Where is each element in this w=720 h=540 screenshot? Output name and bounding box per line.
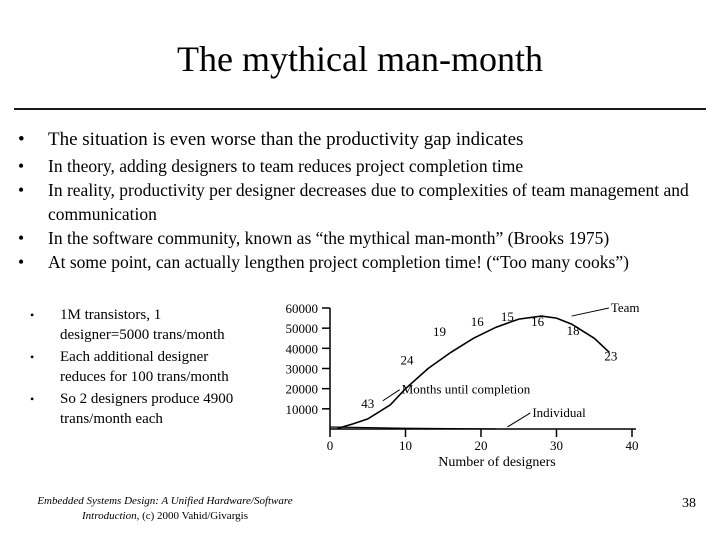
example-bullet-item: 1M transistors, 1 designer=5000 trans/mo…	[30, 306, 252, 345]
annotation-label: Team	[611, 300, 640, 315]
annotation-pointer	[382, 389, 400, 402]
bullet-item: In theory, adding designers to team redu…	[18, 154, 708, 178]
bullet-item: At some point, can actually lengthen pro…	[18, 250, 708, 274]
annotation-pointer	[571, 307, 609, 317]
footer-citation: Embedded Systems Design: A Unified Hardw…	[20, 494, 310, 524]
x-tick-label: 20	[475, 438, 488, 453]
point-label: 43	[361, 396, 374, 411]
x-tick-label: 10	[399, 438, 412, 453]
y-tick-label: 40000	[286, 341, 319, 356]
page-title: The mythical man-month	[177, 39, 543, 79]
series-line-individual	[329, 426, 497, 430]
bullet-item: The situation is even worse than the pro…	[18, 126, 708, 153]
example-bullet-item: So 2 designers produce 4900 trans/month …	[30, 390, 252, 429]
point-label: 23	[604, 348, 617, 363]
point-label: 19	[433, 324, 446, 339]
point-label: 24	[401, 352, 415, 367]
x-tick-label: 30	[550, 438, 563, 453]
annotation-label: Months until completion	[402, 382, 531, 397]
y-tick-label: 50000	[286, 321, 319, 336]
example-bullet-item: Each additional designer reduces for 100…	[30, 348, 252, 387]
footer-copyright: (c) 2000 Vahid/Givargis	[139, 510, 248, 522]
x-tick-label: 0	[327, 438, 334, 453]
example-bullet-list: 1M transistors, 1 designer=5000 trans/mo…	[30, 306, 252, 432]
point-label: 18	[567, 323, 580, 338]
point-label: 15	[501, 309, 514, 324]
series-line-team	[337, 315, 610, 430]
page-number: 38	[682, 496, 696, 511]
title-divider	[14, 108, 706, 110]
y-tick-label: 30000	[286, 362, 319, 377]
x-tick-label: 40	[626, 438, 639, 453]
footer-book-title: Embedded Systems Design: A Unified Hardw…	[37, 495, 293, 522]
x-axis-label: Number of designers	[438, 455, 555, 470]
annotation-pointer	[507, 412, 531, 428]
point-label: 16	[471, 314, 485, 329]
bullet-item: In the software community, known as “the…	[18, 226, 708, 250]
y-tick-label: 20000	[286, 382, 319, 397]
main-bullet-list: The situation is even worse than the pro…	[18, 126, 708, 274]
bullet-item: In reality, productivity per designer de…	[18, 178, 708, 226]
y-tick-label: 60000	[286, 301, 319, 316]
point-label: 16	[531, 314, 545, 329]
y-tick-label: 10000	[286, 402, 319, 417]
annotation-label: Individual	[532, 405, 586, 420]
